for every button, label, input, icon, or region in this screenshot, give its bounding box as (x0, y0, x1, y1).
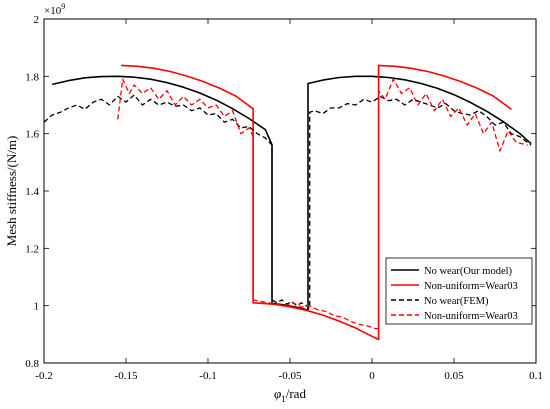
y-tick-label: 2 (34, 14, 40, 26)
x-axis-label: φ1/rad (274, 386, 306, 404)
legend-box (385, 257, 533, 325)
x-tick-label: -0.15 (115, 370, 138, 382)
x-tick-label: 0 (369, 370, 375, 382)
axis-ticks: -0.2 -0.15 -0.1 -0.05 0 0.05 0.1 0.8 1 1.2 1.4 1.6 1… (25, 14, 543, 382)
legend-label: Non-uniform=Wear03 (424, 311, 518, 322)
legend-label: No wear(Our model) (424, 266, 513, 277)
series-line-2 (121, 64, 512, 341)
x-tick-label: -0.2 (35, 370, 52, 382)
legend-label: No wear(FEM) (424, 296, 489, 307)
y-tick-label: 1.2 (25, 243, 39, 255)
series-line-3 (43, 94, 532, 310)
x-tick-label: 0.05 (444, 370, 464, 382)
series-layer (43, 64, 532, 341)
series-line-4 (117, 78, 528, 330)
y-tick-label: 0.8 (25, 358, 39, 370)
y-exponent-label: ×109 (44, 2, 65, 17)
x-tick-label: -0.1 (199, 370, 216, 382)
x-tick-label: 0.1 (529, 370, 543, 382)
y-tick-label: 1 (34, 301, 40, 313)
y-tick-label: 1.4 (25, 186, 39, 198)
y-tick-label: 1.6 (25, 129, 39, 141)
y-exponent-power: 9 (61, 2, 65, 11)
x-tick-label: -0.05 (279, 370, 302, 382)
y-axis-label: Mesh stiffness/(N/m) (4, 136, 19, 247)
legend-label: Non-uniform=Wear03 (424, 281, 518, 292)
legend: No wear(Our model) Non-uniform=Wear03 No w… (385, 257, 533, 325)
y-tick-label: 1.8 (25, 71, 39, 83)
